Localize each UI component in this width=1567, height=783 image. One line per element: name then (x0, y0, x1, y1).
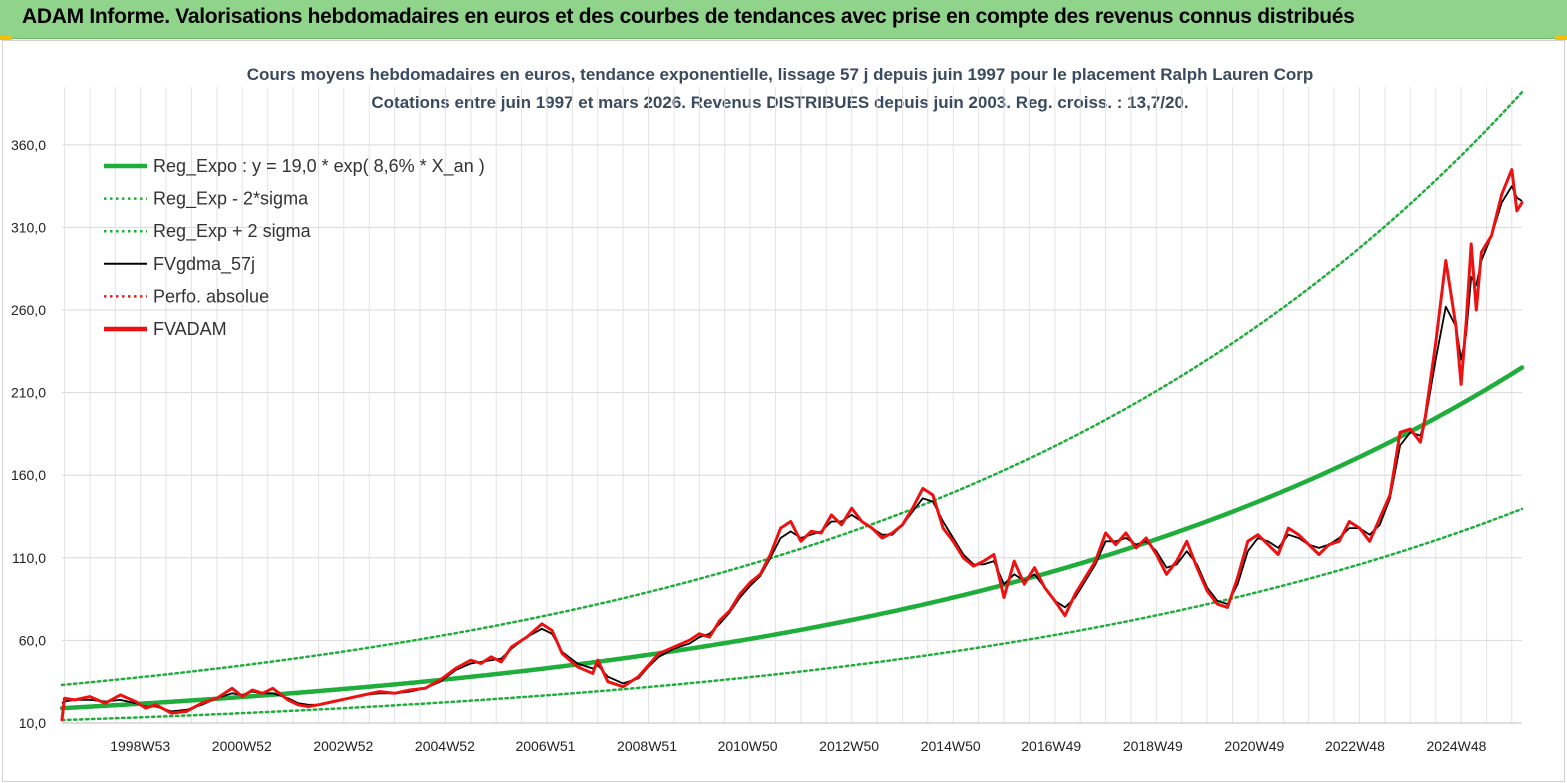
corner-mark-left (0, 36, 12, 40)
chart-legend: Reg_Expo : y = 19,0 * exp( 8,6% * X_an )… (104, 156, 485, 339)
legend-label: FVADAM (153, 319, 227, 339)
x-tick-label: 2012W50 (819, 738, 879, 754)
x-tick-label: 2016W49 (1021, 738, 1081, 754)
chart-grid (62, 87, 1522, 724)
y-tick-label: 310,0 (11, 219, 46, 235)
series-line-reg (59, 365, 1525, 711)
x-tick-label: 2018W49 (1123, 738, 1183, 754)
x-tick-label: 2004W52 (415, 738, 475, 754)
x-tick-label: 2022W48 (1325, 738, 1385, 754)
report-banner: ADAM Informe. Valorisations hebdomadaire… (0, 0, 1567, 39)
legend-label: FVgdma_57j (153, 254, 255, 275)
y-tick-label: 110,0 (12, 550, 46, 566)
series-line-price (60, 168, 1524, 722)
corner-mark-right (1555, 36, 1567, 40)
series-line-reg_low (60, 507, 1524, 722)
report-title: ADAM Informe. Valorisations hebdomadaire… (22, 5, 1355, 28)
x-tick-label: 2014W50 (921, 738, 981, 754)
chart-series (59, 90, 1525, 722)
legend-label: Perfo. absolue (153, 286, 269, 306)
chart-title: Cours moyens hebdomadaires en euros, ten… (247, 65, 1314, 84)
y-tick-label: 60,0 (19, 632, 46, 648)
x-tick-label: 2008W51 (617, 738, 677, 754)
legend-label: Reg_Expo : y = 19,0 * exp( 8,6% * X_an ) (153, 156, 485, 177)
x-axis: 1998W53 2000W52 2002W52 2004W52 2006W51 2008W… (110, 738, 1486, 754)
series-line-reg_high (60, 90, 1524, 687)
legend-label: Reg_Exp + 2 sigma (153, 221, 312, 242)
x-tick-label: 1998W53 (110, 738, 170, 754)
y-tick-label: 10,0 (19, 715, 46, 731)
x-tick-label: 2002W52 (313, 738, 373, 754)
y-axis: 10,0 60,0 110,0 160,0 210,0 260,0 310,0 360,0 (11, 137, 46, 731)
legend-label: Reg_Exp - 2*sigma (153, 189, 309, 210)
chart-area (2, 40, 1565, 782)
chart-subtitle: Cotations entre juin 1997 et mars 2026. … (371, 93, 1188, 112)
y-tick-label: 160,0 (11, 467, 46, 483)
x-tick-label: 2006W51 (515, 738, 575, 754)
y-tick-label: 260,0 (11, 302, 46, 318)
x-tick-label: 2020W49 (1224, 738, 1284, 754)
x-tick-label: 2024W48 (1427, 738, 1487, 754)
y-tick-label: 210,0 (11, 385, 46, 401)
y-tick-label: 360,0 (11, 137, 46, 153)
x-tick-label: 2010W50 (718, 738, 778, 754)
x-tick-label: 2000W52 (212, 738, 272, 754)
